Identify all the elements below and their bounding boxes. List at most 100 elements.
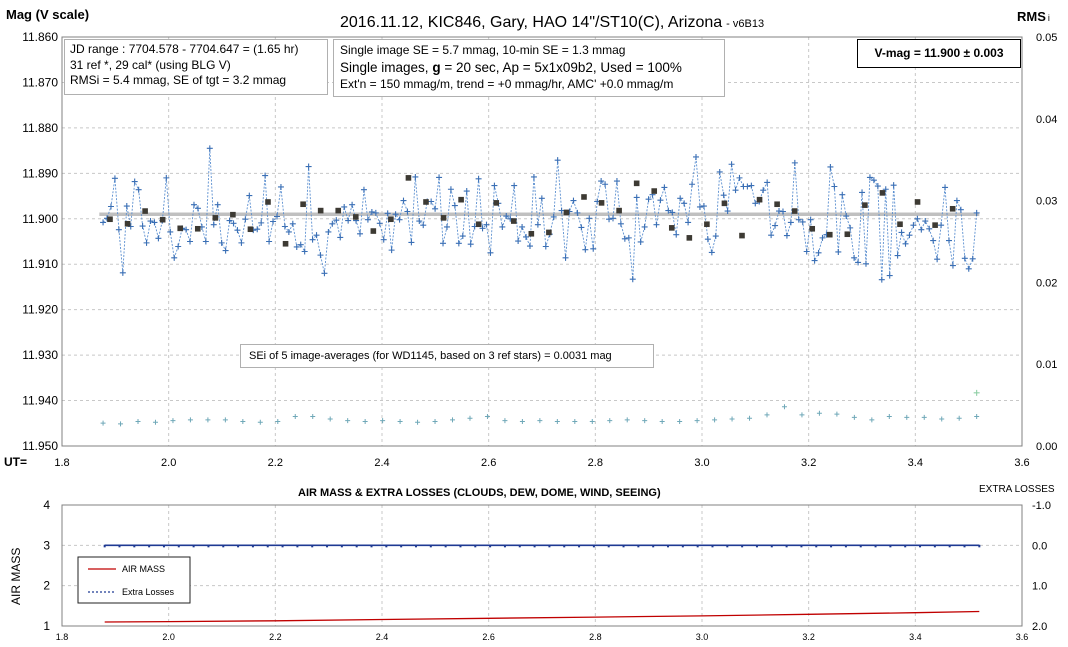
image-average-point [721,200,728,207]
rms-point [222,417,228,423]
single-image-point [111,175,118,182]
single-image-point [309,236,316,243]
rms-point [869,417,875,423]
bottom-x-tick-label: 3.6 [1016,632,1029,642]
single-image-point [827,163,834,170]
extra-losses-point [533,544,536,548]
image-average-point [124,220,131,227]
single-image-point [787,219,794,226]
rms-point [257,419,263,425]
rms-point [642,418,648,424]
single-image-point [704,236,711,243]
single-image-point [384,210,391,217]
bottom-plot-frame [61,504,1023,627]
bottom-y2-tick-label: 1.0 [1032,581,1047,593]
extra-losses-point [548,544,551,548]
single-image-point [270,218,277,225]
single-image-point [542,243,549,250]
top-y2-tick-label: 0.03 [1036,196,1057,208]
image-average-point [370,228,377,234]
single-image-point [206,145,213,152]
single-image-point [388,247,395,254]
rms-point [484,414,490,420]
info-single-images: Single images, g = 20 sec, Ap = 5x1x09b2… [340,60,682,75]
bottom-x-tick-label: 3.4 [909,632,922,642]
single-image-point [163,174,170,181]
top-y-tick-label: 11.880 [22,121,58,135]
single-image-point [396,216,403,223]
single-image-point [246,192,253,199]
top-y-tick-label: 11.920 [22,303,58,317]
single-image-point [621,235,628,242]
extra-losses-point [326,544,329,548]
extra-losses-point [978,544,981,548]
single-image-point [934,256,941,263]
bottom-y2-tick-label: -1.0 [1032,500,1051,512]
rms-point [974,414,980,420]
image-average-point [510,218,517,224]
rms-point [554,418,560,424]
extra-losses-point [726,544,729,548]
single-image-point [151,219,158,226]
single-image-point [428,198,435,205]
rms-point [205,417,211,423]
single-image-point [447,186,454,193]
single-image-point [479,225,486,232]
single-image-point [795,216,802,223]
top-y2-tick-label: 0.01 [1036,359,1057,371]
single-image-point [874,183,881,190]
extra-losses-point [474,544,477,548]
image-average-point [791,208,798,214]
extra-losses-point [400,544,403,548]
info-box-jd: JD range : 7704.578 - 7704.647 = (1.65 h… [64,39,328,95]
rms-point [100,420,106,426]
single-image-point [131,178,138,185]
bottom-y2-tick-label: 2.0 [1032,621,1047,633]
extra-losses-point [385,544,388,548]
single-image-point [716,168,723,175]
single-image-point [368,208,375,215]
image-average-point [546,229,552,236]
image-average-point [668,225,675,231]
single-image-point [890,182,897,189]
single-image-point [799,218,806,225]
top-x-tick-label: 2.2 [268,457,283,469]
bottom-plot-axes: 4 3 2 1 1.8 2.0 2.2 2.4 2.6 2.8 3.0 3.2 3.4 3.6 -1.0 0.… [43,498,1051,642]
single-image-point [938,222,945,229]
rms-point [519,418,525,424]
single-image-point [617,220,624,227]
single-image-point [357,230,364,237]
single-image-point [625,234,632,241]
single-image-point [183,226,190,233]
single-image-point [839,191,846,198]
extra-losses-point [311,544,314,548]
single-image-point [262,172,269,179]
rms-point [415,419,421,425]
image-average-point [563,209,570,216]
top-y2-tick-label: 0.02 [1036,277,1057,289]
single-image-point [712,233,719,240]
single-image-point [285,228,292,235]
single-image-point [949,262,956,269]
image-average-point [317,207,324,214]
top-plot-frame [61,36,1023,447]
image-average-point [265,199,271,205]
single-image-point [534,221,541,228]
single-image-point [910,222,917,229]
rms-point [816,410,822,416]
single-image-point [345,217,352,224]
single-image-point [918,226,925,233]
top-x-tick-label: 2.8 [588,457,603,469]
single-image-point [511,182,518,189]
extra-losses-point [800,544,803,548]
image-average-point [159,216,166,223]
single-image-point [673,231,680,238]
extra-losses-point [414,544,417,548]
rms-last-point [973,389,980,396]
bottom-chart-title: AIR MASS & EXTRA LOSSES (CLOUDS, DEW, DO… [298,487,661,499]
single-image-point [147,218,154,225]
extra-losses-point [785,544,788,548]
rms-point [589,418,595,424]
single-image-point [100,219,107,226]
